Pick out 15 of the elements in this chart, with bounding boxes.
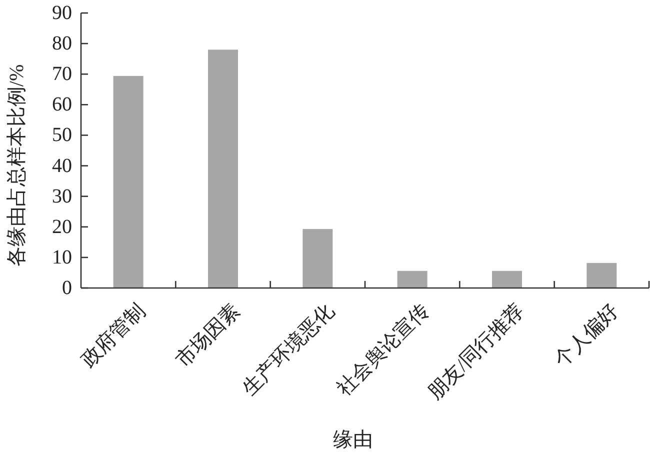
y-tick-label: 30 (52, 185, 72, 208)
y-axis-title: 各缘由占总样本比例/% (6, 64, 28, 267)
y-tick-label: 0 (62, 277, 72, 299)
y-tick-label: 70 (52, 63, 72, 86)
y-tick-label: 60 (52, 94, 72, 116)
x-tick-label: 政府管制 (77, 300, 150, 372)
x-tick-label: 个人偏好 (550, 300, 623, 372)
y-tick-label: 10 (52, 246, 72, 268)
x-tick-label: 市场因素 (172, 300, 244, 372)
y-tick-label: 80 (52, 32, 72, 55)
y-tick-label: 90 (52, 2, 72, 24)
y-tick-label: 40 (52, 154, 72, 177)
x-axis-title: 缘由 (333, 429, 373, 451)
y-tick-label: 50 (52, 124, 72, 146)
y-tick-label: 20 (52, 216, 72, 238)
